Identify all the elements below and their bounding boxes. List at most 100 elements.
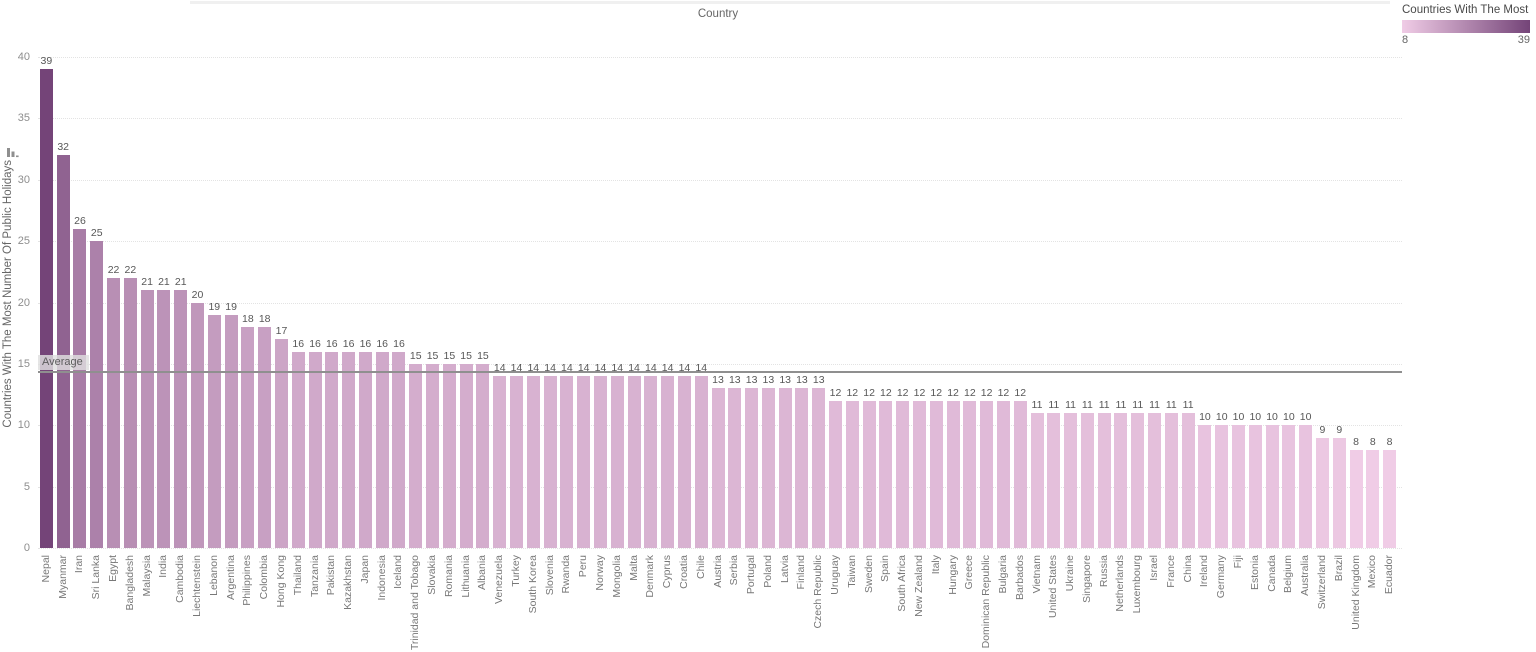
bar[interactable]	[1231, 425, 1245, 548]
bar[interactable]	[728, 388, 742, 548]
bar[interactable]	[73, 228, 87, 548]
bar[interactable]	[1198, 425, 1212, 548]
bar[interactable]	[1030, 412, 1044, 548]
bar[interactable]	[426, 363, 440, 548]
legend-gradient-bar[interactable]	[1402, 20, 1530, 33]
y-tick-label: 30	[17, 173, 30, 186]
bar[interactable]	[510, 376, 524, 548]
category-label: Colombia	[258, 555, 271, 600]
bar[interactable]	[1097, 412, 1111, 548]
bar[interactable]	[829, 400, 843, 548]
category-label: Italy	[929, 555, 942, 575]
bar[interactable]	[1366, 449, 1380, 548]
bar[interactable]	[291, 351, 305, 548]
bar[interactable]	[1013, 400, 1027, 548]
category-label: Venezuela	[493, 555, 506, 605]
bar[interactable]	[560, 376, 574, 548]
bar[interactable]	[1148, 412, 1162, 548]
bar[interactable]	[258, 327, 272, 548]
bar[interactable]	[39, 69, 53, 548]
bar[interactable]	[459, 363, 473, 548]
category-label: Taiwan	[845, 555, 858, 588]
bar[interactable]	[1164, 412, 1178, 548]
bar[interactable]	[1315, 437, 1329, 548]
bar[interactable]	[1131, 412, 1145, 548]
bar[interactable]	[107, 277, 121, 548]
bar[interactable]	[224, 314, 238, 548]
bar[interactable]	[879, 400, 893, 548]
bar[interactable]	[929, 400, 943, 548]
bar[interactable]	[123, 277, 137, 548]
bar[interactable]	[1215, 425, 1229, 548]
bar-value-label: 16	[325, 337, 338, 350]
bar[interactable]	[1248, 425, 1262, 548]
bar[interactable]	[392, 351, 406, 548]
bar[interactable]	[1114, 412, 1128, 548]
bar[interactable]	[140, 290, 154, 548]
bar-value-label: 11	[1182, 398, 1194, 411]
bar-value-label: 13	[779, 374, 791, 387]
bar[interactable]	[593, 376, 607, 548]
bar[interactable]	[274, 339, 288, 548]
bar[interactable]	[896, 400, 910, 548]
bar[interactable]	[1265, 425, 1279, 548]
bar[interactable]	[1383, 449, 1397, 548]
category-label: Greece	[963, 555, 976, 590]
bar[interactable]	[191, 302, 204, 548]
bar[interactable]	[577, 376, 591, 548]
bar-value-label: 39	[40, 55, 53, 68]
bar[interactable]	[543, 376, 557, 548]
bar[interactable]	[711, 388, 725, 548]
bar[interactable]	[661, 376, 675, 548]
bar[interactable]	[1299, 425, 1313, 548]
bar[interactable]	[812, 388, 826, 548]
bar[interactable]	[174, 290, 188, 548]
category-label: Netherlands	[1114, 555, 1127, 612]
bar[interactable]	[694, 376, 708, 548]
bar[interactable]	[241, 327, 255, 548]
bar[interactable]	[56, 155, 70, 548]
bar[interactable]	[778, 388, 792, 548]
bar[interactable]	[677, 376, 691, 548]
bar[interactable]	[409, 363, 423, 548]
average-reference-line[interactable]	[38, 371, 1402, 374]
bar[interactable]	[963, 400, 977, 548]
bar[interactable]	[342, 351, 356, 548]
bar[interactable]	[325, 351, 339, 548]
bar[interactable]	[1349, 449, 1363, 548]
bar[interactable]	[526, 376, 540, 548]
bar[interactable]	[442, 363, 456, 548]
bar[interactable]	[795, 388, 809, 548]
bar[interactable]	[745, 388, 759, 548]
bar[interactable]	[358, 351, 372, 548]
bar[interactable]	[610, 376, 624, 548]
bar[interactable]	[912, 400, 926, 548]
color-legend[interactable]: Countries With The Most ... 8 39	[1402, 4, 1530, 46]
bar[interactable]	[493, 376, 507, 548]
bar[interactable]	[476, 363, 490, 548]
bar[interactable]	[1332, 437, 1346, 548]
bar[interactable]	[627, 376, 641, 548]
bar[interactable]	[1047, 412, 1061, 548]
bar[interactable]	[375, 351, 389, 548]
bar[interactable]	[207, 314, 221, 548]
bar-value-label: 9	[1336, 423, 1343, 436]
bar[interactable]	[157, 290, 171, 548]
bar[interactable]	[862, 400, 876, 548]
bar-value-label: 22	[107, 263, 120, 276]
bar[interactable]	[761, 388, 775, 548]
bar[interactable]	[1064, 412, 1078, 548]
column-header-divider	[190, 1, 1390, 4]
bar[interactable]	[996, 400, 1010, 548]
bar[interactable]	[644, 376, 658, 548]
bar[interactable]	[946, 400, 960, 548]
bar[interactable]	[980, 400, 994, 548]
bar[interactable]	[1181, 412, 1195, 548]
sort-descending-icon[interactable]	[6, 146, 20, 160]
category-label: Peru	[577, 555, 590, 578]
bar[interactable]	[1282, 425, 1296, 548]
bar[interactable]	[308, 351, 322, 548]
bar[interactable]	[1080, 412, 1094, 548]
bar[interactable]	[90, 241, 104, 548]
bar[interactable]	[845, 400, 859, 548]
